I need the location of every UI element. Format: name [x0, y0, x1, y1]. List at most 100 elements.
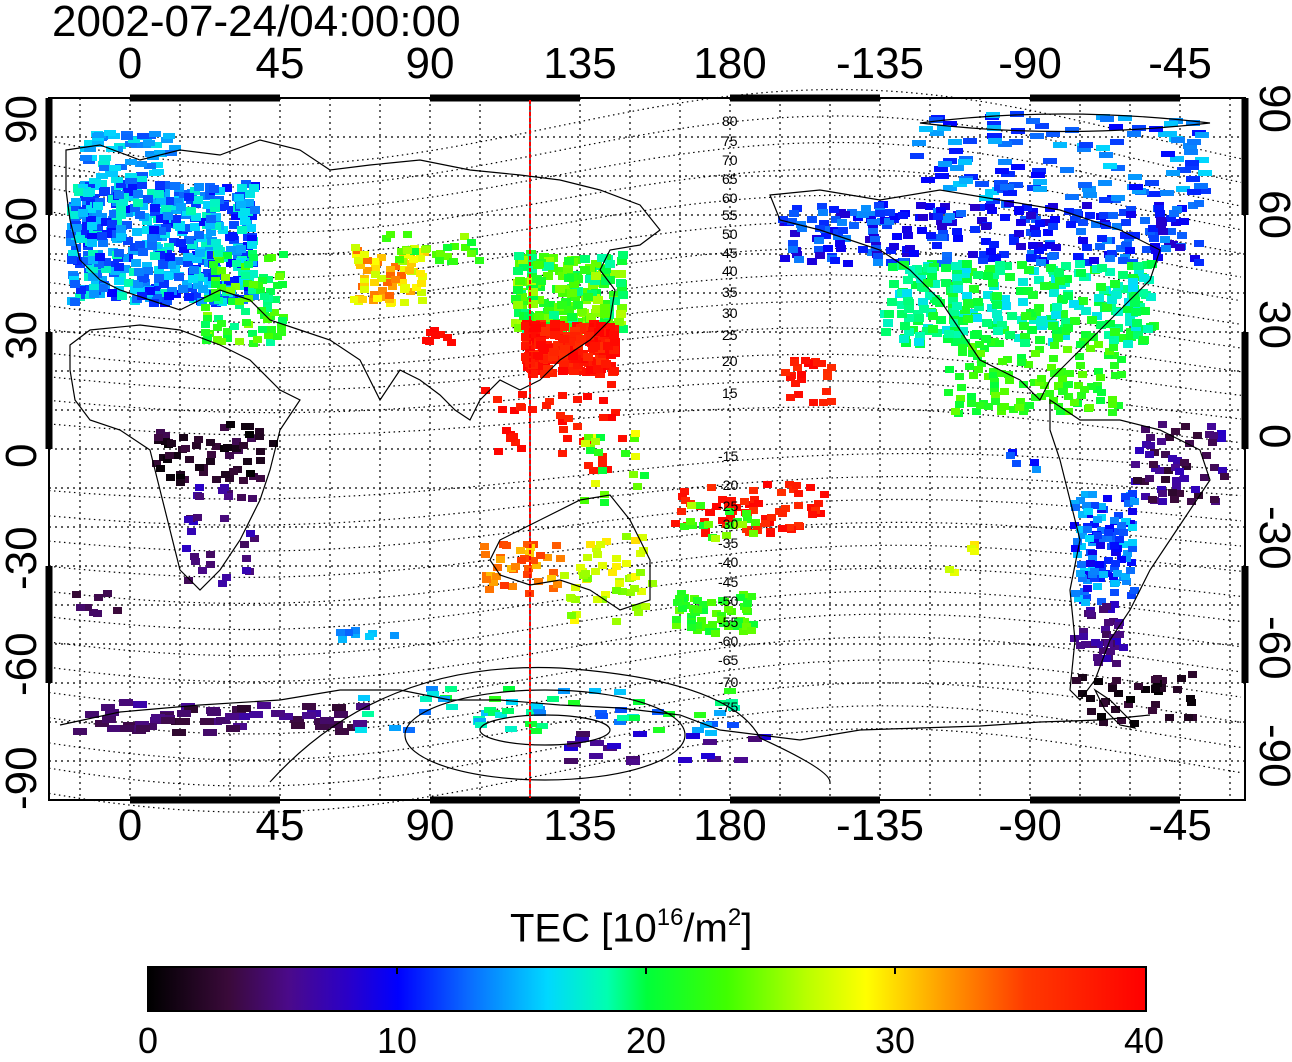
tec-pixel: [184, 193, 194, 201]
contour-labels: 8075706560555045403530252015-15-20-25-30…: [718, 113, 738, 715]
tec-pixel: [780, 255, 790, 262]
tec-pixel: [152, 169, 164, 175]
tec-pixel: [1158, 421, 1167, 428]
tec-pixel: [255, 433, 264, 440]
contour-label: 65: [722, 171, 738, 187]
tec-pixel: [1161, 151, 1175, 157]
tec-pixel: [1033, 179, 1047, 185]
tec-pixel: [1128, 508, 1137, 515]
tec-pixel: [1070, 399, 1079, 406]
tec-pixel: [858, 246, 868, 253]
tec-pixel: [250, 206, 260, 214]
tec-pixel: [431, 332, 440, 339]
tec-pixel: [191, 558, 200, 565]
tec-pixel: [609, 331, 619, 339]
tec-pixel: [547, 696, 559, 702]
tec-pixel: [693, 597, 702, 604]
tec-pixel: [1132, 125, 1146, 131]
tec-pixel: [335, 728, 349, 735]
tec-pixel: [1105, 255, 1115, 262]
tec-pixel: [358, 695, 370, 701]
tec-pixel: [1169, 210, 1179, 217]
tec-pixel: [228, 232, 238, 240]
tec-pixel: [264, 255, 273, 262]
tec-pixel: [275, 273, 284, 280]
tec-pixel: [161, 717, 175, 724]
tec-pixel: [952, 228, 962, 235]
tec-pixel: [889, 243, 899, 250]
tec-pixel: [133, 199, 143, 207]
tec-pixel: [71, 198, 81, 206]
tec-pixel: [206, 458, 215, 465]
tec-pixel: [1168, 455, 1177, 462]
tec-pixel: [1121, 573, 1130, 580]
tec-pixel: [945, 366, 954, 373]
contour-label: -65: [718, 652, 738, 668]
contour-label: 40: [722, 263, 738, 279]
tec-pixel: [678, 605, 687, 612]
contour-label: -20: [718, 477, 738, 493]
tec-pixel: [170, 182, 180, 190]
tec-pixel: [1019, 322, 1029, 330]
tec-pixel: [942, 257, 952, 264]
tec-pixel: [241, 423, 250, 430]
tec-pixel: [576, 564, 585, 571]
tec-pixel: [1198, 170, 1212, 176]
tec-pixel: [1065, 194, 1079, 200]
tec-pixel: [405, 267, 414, 274]
tec-pixel: [973, 271, 983, 279]
tec-pixel: [926, 232, 936, 239]
tec-pixel: [136, 725, 150, 732]
tec-pixel: [264, 332, 273, 339]
tec-pixel: [918, 214, 928, 221]
tec-pixel: [137, 133, 149, 139]
tec-pixel: [601, 360, 611, 368]
tec-pixel: [102, 716, 116, 723]
tec-pixel: [1096, 542, 1105, 549]
tec-pixel: [1168, 489, 1177, 496]
tec-pixel: [224, 493, 233, 500]
tec-pixel: [1135, 447, 1144, 454]
tec-pixel: [1220, 473, 1229, 480]
tec-pixel: [598, 562, 607, 569]
tec-pixel: [505, 726, 517, 732]
tec-pixel: [916, 202, 926, 209]
tec-pixel: [237, 705, 251, 712]
tec-pixel: [952, 274, 962, 282]
tec-pixel: [1033, 186, 1047, 192]
tec-pixel: [1121, 219, 1131, 226]
tec-pixel: [1166, 170, 1180, 176]
tec-pixel: [1140, 217, 1150, 224]
tec-pixel: [1018, 278, 1028, 286]
tec-pixel: [935, 173, 949, 179]
tec-pixel: [195, 249, 205, 257]
tec-pixel: [1063, 346, 1072, 353]
tec-pixel: [1096, 397, 1105, 404]
tec-pixel: [207, 451, 216, 458]
tec-pixel: [612, 618, 621, 625]
tec-pixel: [671, 520, 680, 527]
tec-pixel: [589, 753, 603, 759]
tec-pixel: [945, 566, 954, 573]
tec-pixel: [249, 254, 258, 261]
tec-pixel: [1094, 368, 1103, 375]
tec-pixel: [76, 604, 85, 611]
tec-pixel: [527, 254, 537, 262]
tec-pixel: [881, 328, 891, 336]
tec-pixel: [93, 202, 103, 210]
tec-pixel: [200, 718, 214, 725]
tec-pixel: [116, 233, 126, 241]
tec-pixel: [75, 235, 85, 243]
tec-pixel: [534, 313, 544, 321]
tec-pixel: [1096, 283, 1106, 291]
tec-pixel: [446, 704, 458, 710]
tec-pixel: [1076, 362, 1085, 369]
tec-pixel: [1035, 220, 1045, 227]
tec-pixel: [1028, 291, 1038, 299]
tec-pixel: [1065, 127, 1079, 133]
tec-pixel: [220, 515, 229, 522]
tec-pixel: [133, 190, 143, 198]
tec-pixel: [1020, 339, 1030, 347]
tec-pixel: [1066, 221, 1076, 228]
contour-label: 70: [722, 152, 738, 168]
